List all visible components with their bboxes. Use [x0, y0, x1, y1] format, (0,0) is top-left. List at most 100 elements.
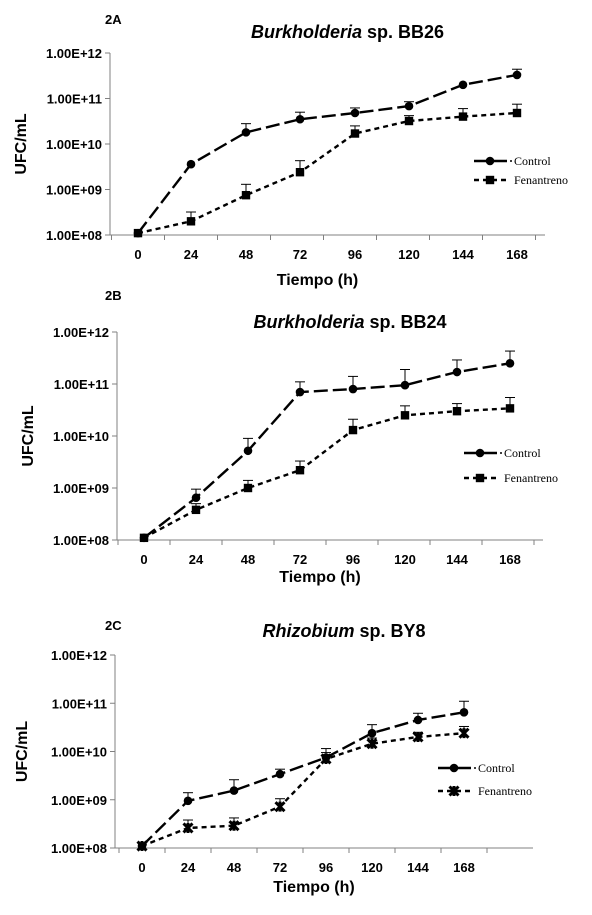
- chart-title-genus: Burkholderia: [251, 22, 362, 42]
- legend-label: Fenantreno: [478, 784, 532, 798]
- data-point: [350, 129, 360, 138]
- x-tick-label: 120: [361, 860, 383, 875]
- legend-marker: [485, 175, 495, 185]
- x-tick-label: 72: [293, 552, 307, 567]
- data-point: [350, 108, 360, 118]
- legend-bullet: [500, 452, 502, 454]
- legend-marker: [475, 448, 485, 458]
- y-tick-label: 1.00E+11: [54, 377, 109, 392]
- series-line: [141, 711, 465, 847]
- x-tick-label: 72: [273, 860, 287, 875]
- x-tick-label: 144: [446, 552, 468, 567]
- legend-bullet: [474, 767, 476, 769]
- series-fenantreno: [139, 397, 515, 543]
- y-tick-label: 1.00E+10: [53, 429, 109, 444]
- x-tick-label: 96: [348, 247, 362, 262]
- y-tick-label: 1.00E+09: [51, 793, 107, 808]
- series-line: [143, 362, 511, 539]
- series-line: [141, 731, 465, 848]
- y-axis-title: UFC/mL: [13, 113, 30, 175]
- data-point: [295, 465, 305, 475]
- data-point: [458, 727, 470, 739]
- data-point: [275, 769, 285, 779]
- data-point: [459, 707, 469, 717]
- x-tick-label: 0: [134, 247, 141, 262]
- x-tick-label: 24: [181, 860, 196, 875]
- y-tick-label: 1.00E+09: [46, 183, 102, 198]
- chart-title-genus: Burkholderia: [253, 312, 364, 332]
- data-point: [400, 380, 410, 390]
- x-tick-label: 24: [189, 552, 204, 567]
- data-point: [348, 425, 358, 435]
- data-point: [228, 820, 240, 832]
- x-tick-label: 48: [239, 247, 253, 262]
- x-tick-label: 24: [184, 247, 199, 262]
- data-point: [295, 114, 305, 124]
- chart-title-strain: sp. BB26: [362, 22, 444, 42]
- legend-marker: [449, 763, 459, 773]
- x-tick-label: 144: [452, 247, 474, 262]
- x-tick-label: 168: [506, 247, 528, 262]
- legend-entry-fenantreno: Fenantreno: [438, 784, 532, 798]
- data-point: [274, 801, 286, 813]
- chart-title-strain: sp. BY8: [354, 621, 425, 641]
- legend-label: Fenantreno: [504, 471, 558, 485]
- x-tick-label: 96: [346, 552, 360, 567]
- data-point: [404, 116, 414, 126]
- panel-label: 2A: [105, 12, 122, 27]
- x-tick-label: 168: [453, 860, 475, 875]
- y-tick-label: 1.00E+11: [52, 696, 107, 711]
- data-point: [348, 384, 358, 394]
- data-point: [295, 168, 305, 177]
- y-tick-label: 1.00E+09: [53, 481, 109, 496]
- y-tick-label: 1.00E+12: [53, 325, 109, 340]
- panel-label: 2C: [105, 618, 122, 633]
- data-point: [295, 387, 305, 397]
- data-point: [229, 786, 239, 795]
- data-point: [413, 715, 423, 725]
- y-tick-label: 1.00E+10: [51, 745, 107, 760]
- x-axis-title: Tiempo (h): [277, 272, 358, 289]
- data-point: [505, 359, 515, 368]
- legend-label: Fenantreno: [514, 173, 568, 187]
- legend-entry-fenantreno: Fenantreno: [464, 471, 558, 485]
- chart-title-genus: Rhizobium: [262, 621, 354, 641]
- x-axis-title: Tiempo (h): [273, 879, 354, 896]
- data-point: [366, 738, 378, 750]
- chart-title-strain: sp. BB24: [365, 312, 447, 332]
- legend-marker: [485, 156, 495, 166]
- x-tick-label: 96: [319, 860, 333, 875]
- x-tick-label: 120: [394, 552, 416, 567]
- x-tick-label: 120: [398, 247, 420, 262]
- y-axis-title: UFC/mL: [14, 721, 31, 783]
- data-point: [512, 70, 522, 80]
- data-point: [182, 822, 194, 834]
- data-point: [320, 753, 332, 765]
- x-tick-label: 48: [227, 860, 241, 875]
- chart-panel-2b: 2B Burkholderia sp. BB24 1.00E+08 1.00E+09 1…: [20, 288, 558, 586]
- legend-entry-control: Control: [438, 761, 515, 775]
- y-tick-label: 1.00E+10: [46, 137, 102, 152]
- series-line: [143, 407, 511, 539]
- y-tick-label: 1.00E+08: [51, 841, 107, 856]
- data-point: [505, 404, 515, 413]
- chart-panel-2a: 2A Burkholderia sp. BB26 1.00E+08 1.00E+09 1…: [13, 12, 568, 289]
- data-point: [241, 128, 251, 137]
- data-point: [191, 505, 201, 515]
- y-tick-label: 1.00E+11: [47, 92, 102, 107]
- y-tick-label: 1.00E+12: [51, 648, 107, 663]
- x-tick-label: 168: [499, 552, 521, 567]
- legend-bullet: [510, 160, 512, 162]
- data-point: [412, 731, 424, 743]
- data-point: [367, 728, 377, 738]
- data-point: [186, 217, 196, 226]
- chart-title: Rhizobium sp. BY8: [262, 621, 425, 641]
- data-point: [458, 112, 468, 121]
- series-line: [137, 111, 518, 235]
- data-point: [404, 101, 414, 111]
- series-fenantreno: [136, 725, 470, 852]
- panel-label: 2B: [105, 288, 122, 303]
- data-point: [243, 483, 253, 493]
- legend-entry-fenantreno: Fenantreno: [474, 173, 568, 187]
- data-point: [139, 533, 149, 543]
